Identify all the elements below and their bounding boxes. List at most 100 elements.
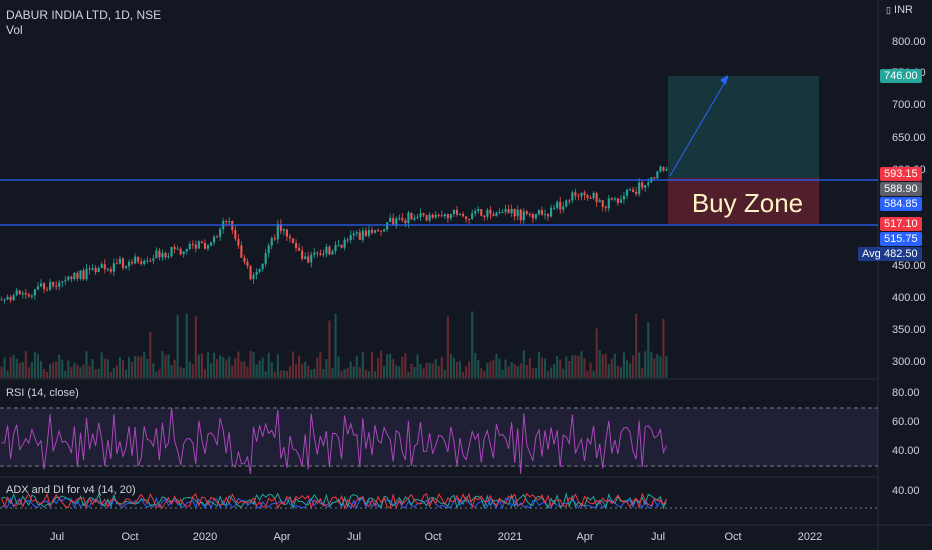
candle-body [601,200,604,207]
candle-body [255,271,258,275]
volume-bar [316,357,319,378]
volume-bar [313,368,316,378]
rsi-label[interactable]: RSI (14, close) [6,387,79,399]
volume-bar [571,355,574,378]
volume-bar [270,361,273,378]
candle-body [310,254,313,263]
currency-label[interactable]: ▯ INR [886,4,913,16]
volume-bar [61,359,64,378]
volume-bar [622,352,626,378]
volume-bar [559,359,562,378]
candle-body [610,198,613,200]
candle-body [42,283,46,290]
candle-body [24,292,27,295]
volume-bar [383,365,386,378]
volume-bar [656,354,659,378]
candle-body [641,182,644,188]
candle-body [109,268,112,272]
buy-zone-annotation[interactable]: Buy Zone [691,188,804,218]
candle-body [55,285,58,287]
candle-body [88,268,91,270]
candle-body [219,228,222,237]
candle-body [194,244,197,249]
avg-tag-label: Avg [858,247,885,261]
candle-body [504,209,507,212]
volume-bar [319,352,322,378]
volume-bar [337,356,340,378]
volume-bar [425,362,428,378]
volume-bar [437,365,440,378]
candle-body [307,256,310,263]
candle-body [352,233,355,236]
candle-body [164,252,167,258]
volume-bar [213,352,216,378]
candle-body [149,260,152,262]
volume-bar [370,351,374,378]
symbol-title[interactable]: DABUR INDIA LTD, 1D, NSE [6,8,162,22]
candle-body [301,250,304,259]
volume-bar [103,358,106,378]
stop-zone[interactable] [668,178,819,224]
candle-body [73,273,76,279]
candle-body [474,211,477,214]
volume-bar [143,352,146,378]
volume-bar [24,350,27,378]
volume-bar [67,360,70,378]
candle-body [662,166,665,171]
avg-tag-value: 482.50 [880,247,922,261]
adx-label[interactable]: ADX and DI for v4 (14, 20) [6,484,136,496]
candle-body [628,189,632,191]
volume-bar [413,367,416,378]
target-zone[interactable] [668,76,819,178]
volume-bar [501,370,504,378]
candle-body [97,267,100,273]
volume-bar [291,351,295,378]
candle-body [273,238,276,240]
volume-bar [635,313,638,378]
candle-body [0,299,3,301]
volume-bar [373,371,377,378]
volume-bar [340,370,343,378]
volume-bar [604,353,607,378]
volume-bar [55,361,58,378]
candle-body [112,263,115,272]
candle-body [64,280,67,282]
candle-body [103,264,106,270]
candle-body [364,230,367,236]
volume-bar [97,368,100,378]
volume-bar [534,368,537,378]
volume-bar [121,360,125,378]
candle-body [589,197,592,199]
volume-bar [434,358,437,378]
volume-bar [158,369,161,378]
volume-bar [21,362,24,378]
volume-bar [586,371,589,378]
candle-body [167,256,170,258]
candle-body [373,230,377,233]
volume-bar [480,368,483,378]
rsi-tick: 80.00 [892,387,920,399]
volume-bar [638,352,641,378]
candle-body [85,268,88,280]
candle-body [522,211,525,221]
volume-label[interactable]: Vol [6,23,23,37]
volume-bar [458,361,462,378]
time-tick: Jul [346,531,362,543]
volume-bar [176,314,179,378]
candle-body [12,295,15,301]
candle-body [161,252,164,258]
volume-bar [519,363,522,378]
volume-bar [647,322,650,378]
candle-body [547,214,550,217]
target-arrow[interactable] [669,76,729,177]
volume-bar [6,370,9,378]
candle-body [100,264,103,268]
time-tick: Apr [273,531,291,543]
volume-bar [94,369,97,378]
price-candles [0,164,668,304]
volume-bar [392,359,395,378]
volume-bar [276,354,279,378]
volume-bar [449,354,452,378]
candle-body [434,214,437,218]
